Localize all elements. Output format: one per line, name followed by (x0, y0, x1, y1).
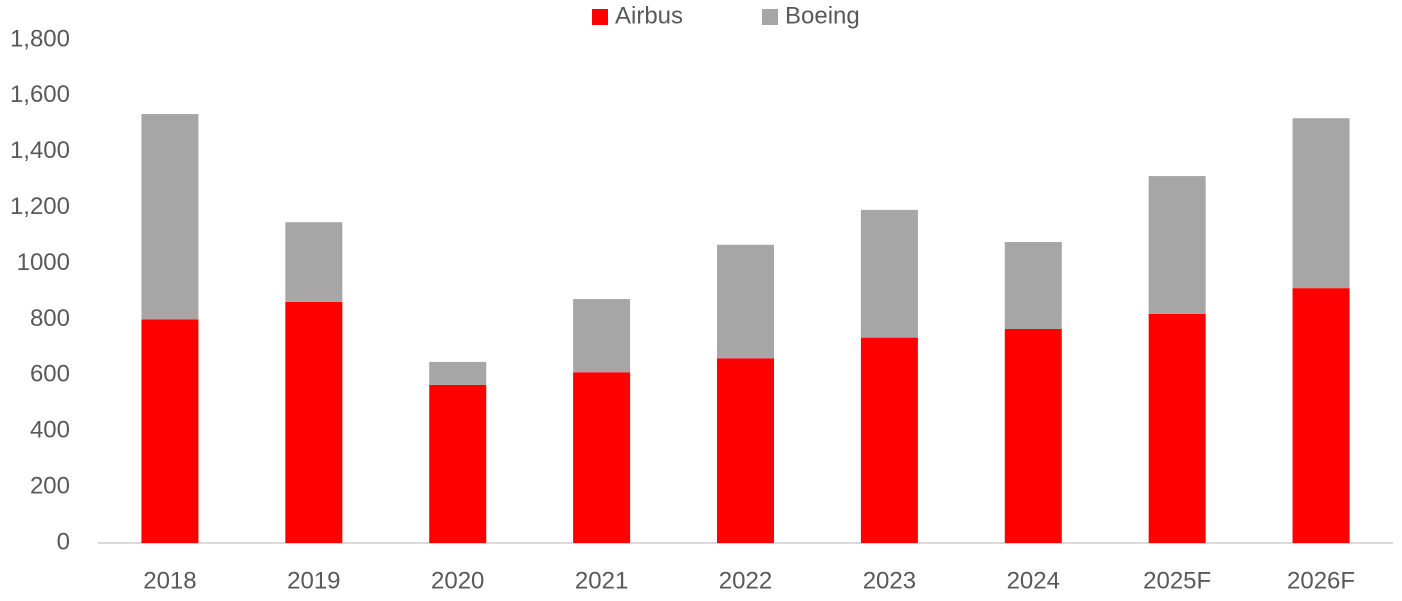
bar-segment (860, 209, 918, 338)
y-tick-label: 400 (30, 417, 70, 444)
legend-label: Airbus (615, 2, 683, 29)
y-tick-label: 600 (30, 361, 70, 388)
y-tick-label: 1,200 (10, 193, 70, 220)
y-tick-label: 1,600 (10, 81, 70, 108)
bar-segment (285, 301, 343, 543)
bar-segment (573, 299, 631, 373)
x-tick-label: 2020 (431, 567, 484, 594)
x-tick-label: 2021 (575, 567, 628, 594)
x-tick-label: 2026F (1287, 567, 1355, 594)
y-tick-label: 1,800 (10, 25, 70, 52)
bar-segment (1148, 313, 1206, 543)
x-tick-label: 2024 (1007, 567, 1060, 594)
bar-segment (1004, 328, 1062, 543)
x-tick-label: 2022 (719, 567, 772, 594)
bar-segment (429, 361, 487, 385)
bar-segment (1292, 288, 1350, 543)
x-tick-label: 2023 (863, 567, 916, 594)
x-tick-label: 2018 (143, 567, 196, 594)
bar-segment (717, 358, 774, 543)
y-tick-label: 1000 (17, 249, 70, 276)
y-tick-label: 200 (30, 472, 70, 499)
x-tick-label: 2019 (287, 567, 340, 594)
legend-label: Boeing (785, 2, 860, 29)
bar-segment (1148, 176, 1206, 314)
y-tick-label: 1,400 (10, 137, 70, 164)
y-tick-label: 800 (30, 305, 70, 332)
bar-segment (141, 319, 199, 543)
bar-segment (1004, 242, 1062, 329)
bar-segment (1292, 118, 1350, 289)
x-tick-label: 2025F (1143, 567, 1211, 594)
legend-swatch (592, 9, 608, 25)
legend-swatch (762, 9, 778, 25)
bar-segment (860, 337, 918, 543)
bar-segment (717, 244, 774, 359)
bar-segment (141, 114, 199, 320)
bar-segment (429, 384, 487, 543)
y-tick-label: 0 (57, 528, 70, 555)
bar-segment (285, 222, 343, 302)
bar-segment (573, 372, 631, 543)
